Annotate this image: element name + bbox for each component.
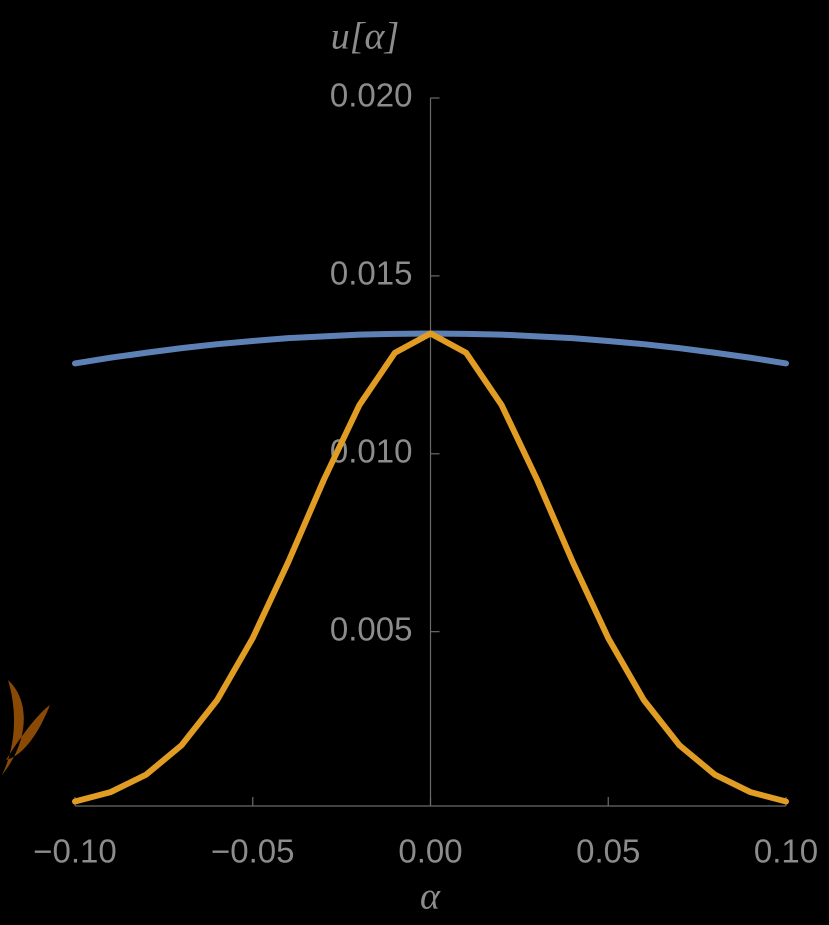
y-tick-label: 0.005 <box>330 610 413 647</box>
y-tick-label: 0.015 <box>330 255 413 292</box>
x-tick-label: −0.10 <box>33 833 117 870</box>
x-tick-label: 0.00 <box>398 833 462 870</box>
x-tick-label: 0.05 <box>576 833 640 870</box>
x-axis-label: α <box>420 876 441 918</box>
y-tick-label: 0.020 <box>330 77 413 114</box>
x-tick-label: 0.10 <box>754 833 818 870</box>
y-axis-label: u[α] <box>331 16 400 58</box>
x-tick-label: −0.05 <box>211 833 295 870</box>
chart: u[α] α 0.0050.0100.0150.020−0.10−0.050.0… <box>0 0 829 925</box>
page: u[α] α 0.0050.0100.0150.020−0.10−0.050.0… <box>0 0 829 925</box>
